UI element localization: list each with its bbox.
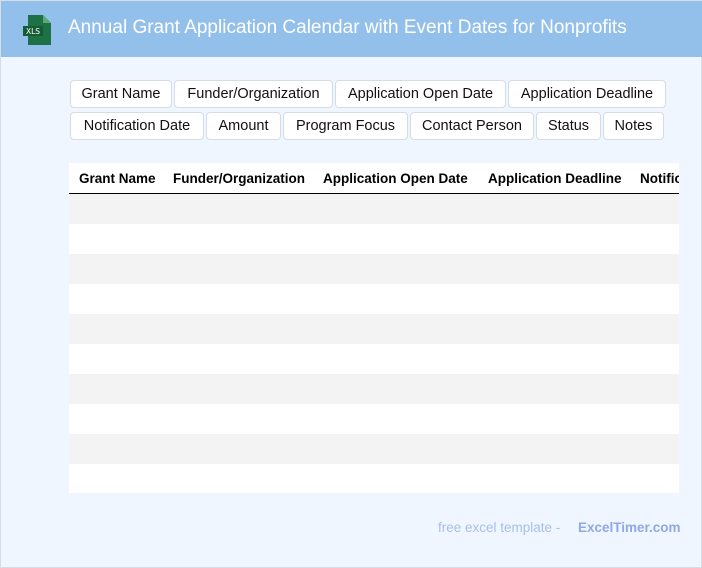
table-row[interactable] bbox=[69, 374, 679, 404]
table-row[interactable] bbox=[69, 224, 679, 254]
field-chip-notification-date[interactable]: Notification Date bbox=[70, 112, 204, 140]
column-header: Grant Name bbox=[79, 171, 156, 186]
page-title: Annual Grant Application Calendar with E… bbox=[68, 17, 627, 38]
field-chip-deadline[interactable]: Application Deadline bbox=[508, 80, 666, 108]
footer-link[interactable]: ExcelTimer.com bbox=[578, 520, 681, 535]
table-row[interactable] bbox=[69, 194, 679, 224]
table-row[interactable] bbox=[69, 404, 679, 434]
column-header: Notification Date bbox=[640, 171, 679, 186]
table-header: Grant Name Funder/Organization Applicati… bbox=[69, 163, 679, 194]
table-row[interactable] bbox=[69, 284, 679, 314]
table-row[interactable] bbox=[69, 464, 679, 493]
table-row[interactable] bbox=[69, 434, 679, 464]
logo-text: XLS bbox=[26, 27, 40, 36]
table-row[interactable] bbox=[69, 314, 679, 344]
grant-table: Grant Name Funder/Organization Applicati… bbox=[69, 163, 679, 493]
footer-text: free excel template - bbox=[438, 520, 561, 535]
field-chip-grant-name[interactable]: Grant Name bbox=[70, 80, 172, 108]
field-chip-program-focus[interactable]: Program Focus bbox=[283, 112, 408, 140]
field-chip-funder[interactable]: Funder/Organization bbox=[174, 80, 333, 108]
header-bar: XLS Annual Grant Application Calendar wi… bbox=[1, 1, 702, 57]
column-header: Application Deadline bbox=[488, 171, 622, 186]
table-row[interactable] bbox=[69, 344, 679, 374]
excel-file-icon: XLS bbox=[23, 15, 51, 45]
column-header: Application Open Date bbox=[323, 171, 468, 186]
column-header: Funder/Organization bbox=[173, 171, 306, 186]
field-chip-amount[interactable]: Amount bbox=[206, 112, 281, 140]
table-row[interactable] bbox=[69, 254, 679, 284]
field-chip-contact-person[interactable]: Contact Person bbox=[410, 112, 534, 140]
field-chip-open-date[interactable]: Application Open Date bbox=[335, 80, 506, 108]
field-chip-notes[interactable]: Notes bbox=[603, 112, 664, 140]
field-chip-status[interactable]: Status bbox=[536, 112, 601, 140]
